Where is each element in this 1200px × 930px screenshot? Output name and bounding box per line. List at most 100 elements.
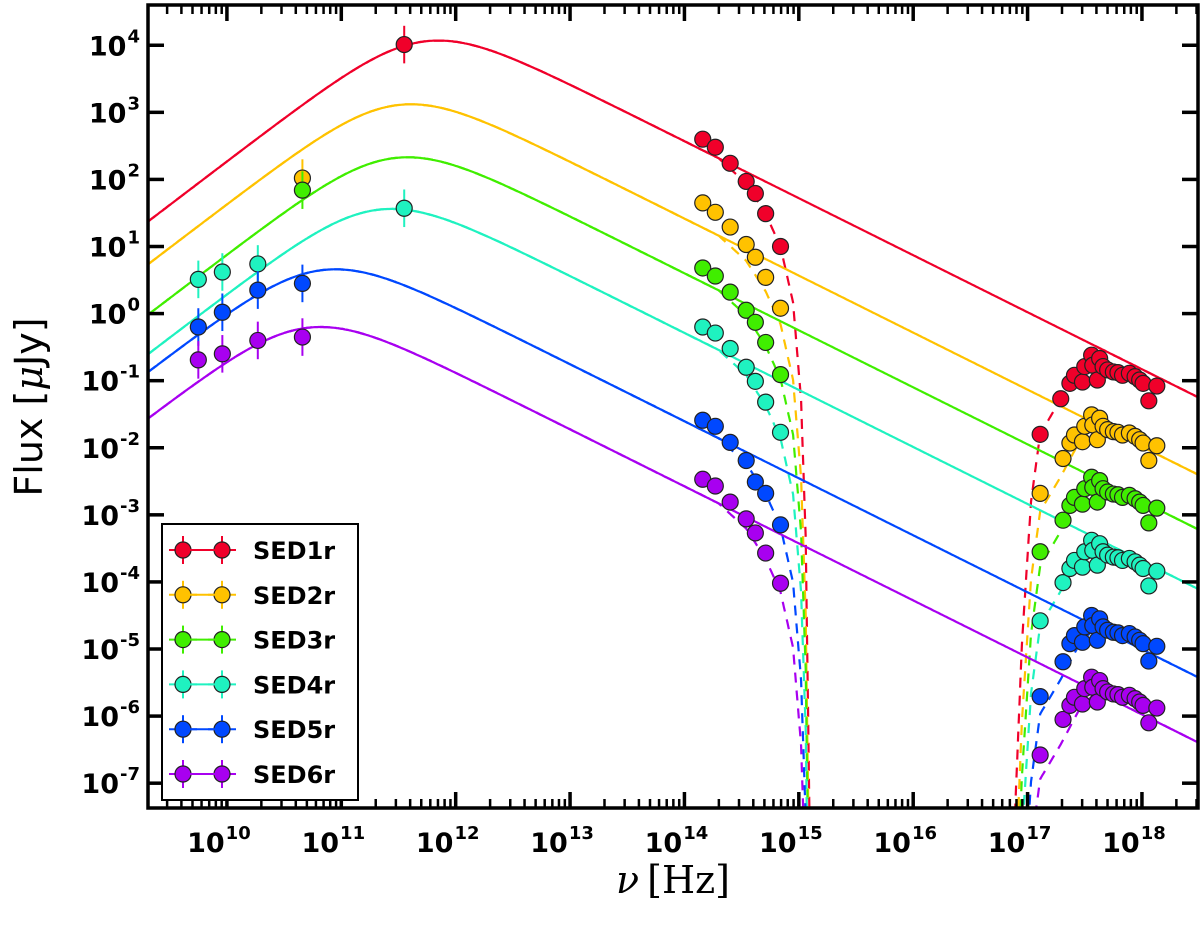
data-point-SED3r-radio — [293, 181, 312, 199]
x-tick-label: 1011 — [301, 823, 365, 859]
data-point-SED5r-optical — [757, 484, 775, 502]
data-point-SED1r-optical — [771, 237, 790, 256]
legend-label: SED6r — [253, 761, 335, 789]
data-point-SED4r-xray — [1054, 573, 1072, 592]
legend-label: SED3r — [253, 627, 335, 655]
data-point-SED5r-xray — [1148, 637, 1166, 655]
x-tick-label: 1013 — [530, 823, 594, 859]
data-point-SED4r-optical — [706, 324, 724, 342]
y-tick-label: 10-3 — [81, 496, 140, 532]
data-point-SED2r-optical — [757, 268, 775, 286]
data-point-SED4r-xray — [1031, 612, 1049, 630]
data-point-SED2r-xray — [1054, 449, 1072, 468]
x-tick-label: 1014 — [645, 823, 709, 859]
x-tick-label: 1018 — [1102, 823, 1166, 859]
y-tick-label: 100 — [89, 295, 140, 331]
solid-model-SED5r — [148, 268, 1198, 679]
data-point-SED3r-xray — [1148, 499, 1166, 517]
legend-item-SED5r: SED5r — [169, 715, 335, 744]
legend-item-SED4r: SED4r — [169, 670, 335, 699]
x-tick-label: 1010 — [187, 823, 251, 859]
data-point-SED4r-optical — [746, 372, 764, 390]
data-point-SED1r-optical — [746, 184, 764, 203]
data-point-SED3r-xray — [1140, 514, 1158, 532]
data-point-SED6r-radio — [293, 328, 312, 346]
y-tick-label: 102 — [89, 160, 140, 196]
data-point-SED6r-optical — [737, 510, 755, 528]
legend: SED1r SED2r SED3r SED4r SED5r SED6r — [161, 523, 359, 801]
data-point-SED5r-optical — [746, 473, 764, 491]
y-tick-label: 10-1 — [81, 362, 140, 398]
y-tick-label: 10-4 — [81, 563, 140, 599]
legend-item-SED2r: SED2r — [169, 580, 335, 610]
y-tick-label: 103 — [89, 93, 140, 129]
data-point-SED1r-optical — [757, 205, 775, 223]
data-point-SED2r-optical — [746, 248, 764, 266]
data-point-SED6r-optical — [721, 493, 739, 511]
legend-label: SED5r — [253, 716, 335, 744]
y-axis-label: Flux [μJy] — [7, 317, 51, 496]
data-point-SED5r-xray — [1073, 633, 1092, 651]
solid-model-SED4r — [148, 207, 1198, 590]
x-tick-label: 1012 — [416, 823, 480, 859]
data-point-SED2r-xray — [1148, 437, 1166, 455]
data-point-SED1r-xray — [1148, 377, 1166, 395]
data-point-SED3r-optical — [721, 283, 739, 301]
data-point-SED5r-radio — [213, 303, 231, 321]
data-points — [189, 25, 1166, 764]
data-point-SED1r-optical — [694, 130, 712, 148]
data-point-SED6r-xray — [1148, 699, 1166, 717]
data-point-SED4r-radio — [249, 255, 267, 273]
data-point-SED6r-optical — [757, 544, 775, 562]
x-tick-label: 1016 — [873, 823, 937, 859]
data-point-SED3r-optical — [757, 333, 775, 352]
data-point-SED4r-optical — [737, 358, 755, 376]
data-point-SED6r-radio — [213, 345, 231, 363]
data-point-SED4r-radio — [395, 199, 413, 217]
data-point-SED4r-optical — [721, 339, 739, 358]
data-point-SED6r-radio — [189, 351, 207, 369]
data-point-SED4r-optical — [771, 423, 790, 441]
data-point-SED1r-optical — [721, 154, 739, 172]
data-point-SED6r-optical — [771, 574, 790, 592]
x-tick-label: 1017 — [988, 823, 1052, 859]
data-point-SED6r-optical — [746, 524, 764, 542]
data-point-SED6r-radio — [249, 331, 267, 350]
y-tick-label: 101 — [89, 228, 140, 264]
data-point-SED3r-xray — [1031, 543, 1049, 561]
data-point-SED2r-optical — [694, 194, 712, 212]
data-point-SED3r-optical — [771, 366, 790, 384]
solid-model-SED1r — [148, 39, 1198, 399]
y-tick-label: 10-6 — [81, 697, 140, 733]
data-point-SED5r-radio — [293, 274, 312, 293]
data-point-SED1r-xray — [1073, 373, 1092, 391]
data-point-SED6r-xray — [1031, 746, 1049, 764]
data-point-SED1r-xray — [1031, 425, 1049, 443]
data-point-SED5r-optical — [721, 433, 739, 451]
data-point-SED5r-radio — [189, 318, 207, 336]
x-axis-label: ν [Hz] — [616, 858, 730, 902]
data-point-SED4r-radio — [213, 263, 231, 281]
data-point-SED4r-xray — [1140, 577, 1158, 595]
data-point-SED3r-optical — [694, 259, 712, 277]
data-point-SED2r-xray — [1140, 451, 1158, 470]
legend-label: SED4r — [253, 671, 335, 699]
data-point-SED2r-optical — [737, 235, 755, 254]
data-point-SED6r-xray — [1054, 710, 1072, 729]
legend-label: SED1r — [253, 537, 335, 565]
data-point-SED2r-optical — [721, 218, 739, 236]
data-point-SED3r-optical — [746, 313, 764, 331]
data-point-SED5r-optical — [737, 451, 755, 470]
solid-model-SED3r — [148, 156, 1198, 531]
data-point-SED1r-optical — [706, 138, 724, 156]
x-tick-label: 1015 — [759, 823, 823, 859]
data-point-SED4r-optical — [757, 393, 775, 411]
y-tick-label: 10-2 — [81, 429, 140, 465]
solid-model-SED2r — [148, 103, 1198, 476]
legend-item-SED6r: SED6r — [169, 760, 335, 789]
data-point-SED1r-radio — [395, 35, 413, 54]
data-point-SED3r-optical — [706, 267, 724, 285]
data-point-SED5r-xray — [1054, 653, 1072, 671]
data-point-SED4r-radio — [189, 270, 207, 288]
